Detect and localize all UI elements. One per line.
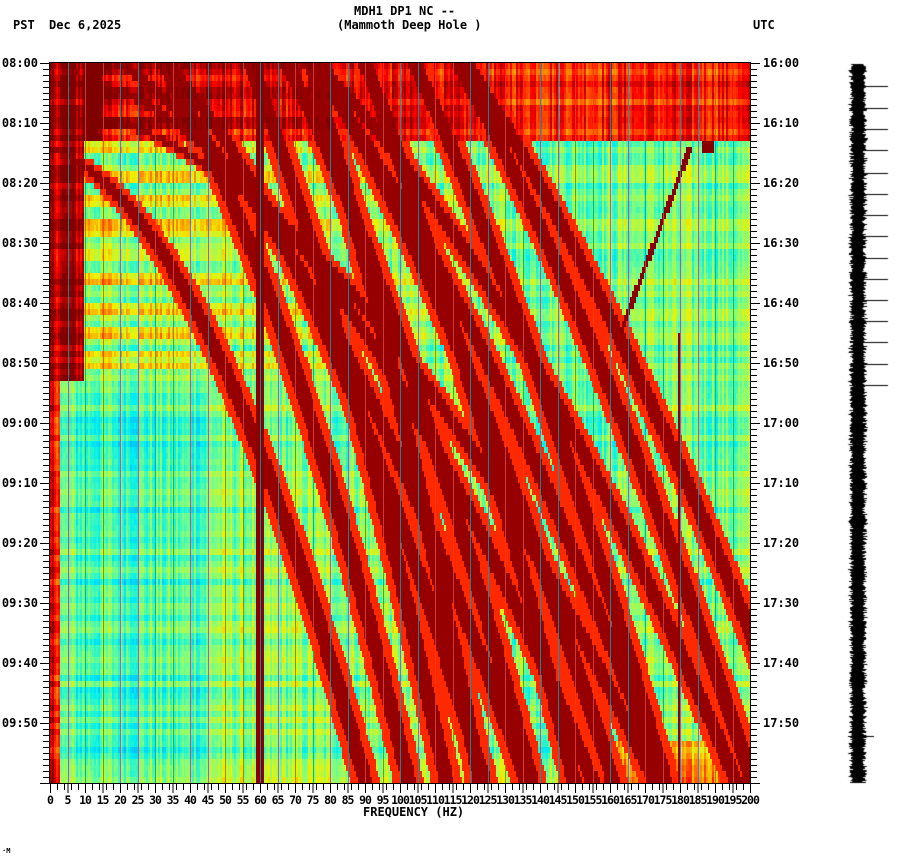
x-tick-label: 180 bbox=[671, 793, 690, 807]
x-tick-label: 170 bbox=[636, 793, 655, 807]
y-tick-label-right: 16:50 bbox=[763, 356, 799, 370]
y-tick-label-right: 17:10 bbox=[763, 476, 799, 490]
x-tick-label: 45 bbox=[202, 793, 215, 807]
date-label: Dec 6,2025 bbox=[49, 18, 122, 32]
x-tick-label: 95 bbox=[377, 793, 390, 807]
x-tick-label: 30 bbox=[149, 793, 162, 807]
x-tick-label: 155 bbox=[584, 793, 603, 807]
y-tick-label-right: 17:20 bbox=[763, 536, 799, 550]
x-tick-label: 100 bbox=[391, 793, 410, 807]
y-tick-label-right: 17:50 bbox=[763, 716, 799, 730]
x-tick-label: 10 bbox=[79, 793, 92, 807]
x-tick-label: 130 bbox=[496, 793, 515, 807]
y-tick-label-left: 08:20 bbox=[2, 176, 38, 190]
y-tick-label-left: 09:00 bbox=[2, 416, 38, 430]
x-tick-label: 190 bbox=[706, 793, 725, 807]
x-tick-label: 160 bbox=[601, 793, 620, 807]
x-tick-label: 25 bbox=[132, 793, 145, 807]
y-tick-label-left: 08:10 bbox=[2, 116, 38, 130]
x-tick-label: 145 bbox=[549, 793, 568, 807]
x-tick-label: 0 bbox=[47, 793, 54, 807]
x-tick-label: 200 bbox=[741, 793, 760, 807]
y-tick-label-right: 17:40 bbox=[763, 656, 799, 670]
x-tick-label: 85 bbox=[342, 793, 355, 807]
spectrogram-plot bbox=[50, 63, 750, 783]
x-tick-label: 70 bbox=[289, 793, 302, 807]
x-tick-label: 60 bbox=[254, 793, 267, 807]
y-tick-label-left: 09:30 bbox=[2, 596, 38, 610]
x-tick-label: 150 bbox=[566, 793, 585, 807]
x-tick-label: 80 bbox=[324, 793, 337, 807]
x-tick-label: 40 bbox=[184, 793, 197, 807]
x-tick-label: 5 bbox=[65, 793, 72, 807]
y-tick-label-left: 08:00 bbox=[2, 56, 38, 70]
y-tick-label-left: 09:10 bbox=[2, 476, 38, 490]
y-tick-label-left: 08:50 bbox=[2, 356, 38, 370]
y-tick-label-right: 17:30 bbox=[763, 596, 799, 610]
x-tick-label: 90 bbox=[359, 793, 372, 807]
y-tick-label-right: 16:30 bbox=[763, 236, 799, 250]
x-tick-label: 110 bbox=[426, 793, 445, 807]
x-tick-label: 195 bbox=[724, 793, 743, 807]
y-tick-label-right: 17:00 bbox=[763, 416, 799, 430]
station-title: MDH1 DP1 NC -- bbox=[354, 4, 456, 18]
y-tick-label-right: 16:40 bbox=[763, 296, 799, 310]
x-tick-label: 50 bbox=[219, 793, 232, 807]
y-tick-label-left: 08:40 bbox=[2, 296, 38, 310]
location-title: (Mammoth Deep Hole ) bbox=[337, 18, 482, 32]
right-timezone-label: UTC bbox=[753, 18, 775, 32]
y-tick-label-right: 16:20 bbox=[763, 176, 799, 190]
left-timezone-label: PST bbox=[13, 18, 35, 32]
x-tick-label: 135 bbox=[514, 793, 533, 807]
x-tick-label: 125 bbox=[479, 793, 498, 807]
x-tick-label: 185 bbox=[689, 793, 708, 807]
y-tick-label-left: 09:40 bbox=[2, 656, 38, 670]
y-tick-label-left: 09:20 bbox=[2, 536, 38, 550]
x-tick-label: 35 bbox=[167, 793, 180, 807]
x-tick-label: 55 bbox=[237, 793, 250, 807]
corner-mark: ·M bbox=[2, 847, 11, 855]
x-tick-label: 75 bbox=[307, 793, 320, 807]
y-tick-label-right: 16:00 bbox=[763, 56, 799, 70]
x-tick-label: 15 bbox=[97, 793, 110, 807]
x-tick-label: 65 bbox=[272, 793, 285, 807]
seismogram-trace bbox=[836, 60, 902, 786]
x-axis-label: FREQUENCY (HZ) bbox=[363, 805, 465, 819]
x-tick-label: 175 bbox=[654, 793, 673, 807]
y-tick-label-right: 16:10 bbox=[763, 116, 799, 130]
y-tick-label-left: 08:30 bbox=[2, 236, 38, 250]
x-tick-label: 20 bbox=[114, 793, 127, 807]
x-tick-label: 115 bbox=[444, 793, 463, 807]
x-tick-label: 165 bbox=[619, 793, 638, 807]
x-tick-label: 105 bbox=[409, 793, 428, 807]
y-tick-label-left: 09:50 bbox=[2, 716, 38, 730]
x-tick-label: 120 bbox=[461, 793, 480, 807]
x-tick-label: 140 bbox=[531, 793, 550, 807]
